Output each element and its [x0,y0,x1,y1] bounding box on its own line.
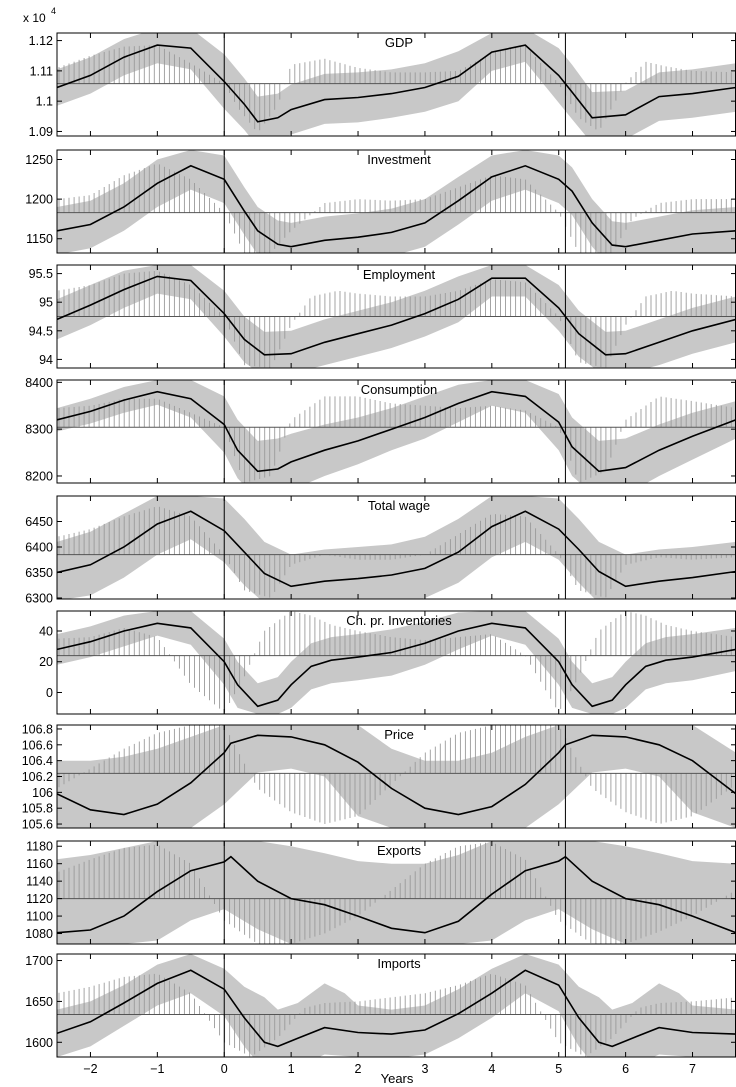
panel-title: Total wage [368,498,430,513]
x-axis-label: Years [381,1071,414,1086]
y-tick-label: 1650 [25,995,53,1009]
y-tick-label: 6400 [25,540,53,554]
panel-title: Consumption [361,382,438,397]
panel-5: 0 20 40 Ch. pr. Inventories [39,610,736,715]
series-line [57,622,736,708]
y-tick-label: 8200 [25,469,53,483]
y-tick-label: 1140 [26,875,53,889]
y-tick-label: 106.8 [22,722,53,736]
confidence-band [57,611,736,714]
y-tick-label: 106.4 [22,754,53,768]
y-tick-label: 1100 [26,910,53,924]
axis-multiplier: x 10 [23,11,46,25]
panel-title: Employment [363,267,436,282]
x-tick-label: 7 [689,1062,696,1076]
panel-1: 1150 1200 1250 Investment [25,149,736,254]
x-tick-label: −1 [150,1062,164,1076]
confidence-band [57,954,736,1057]
panel-3: 8200 8300 8400 Consumption [25,376,736,484]
y-tick-label: 95.5 [29,267,53,281]
x-tick-label: 6 [622,1062,629,1076]
y-tick-label: 1160 [26,857,53,871]
y-tick-label: 1.09 [29,125,53,139]
panel-2: 94 94.5 95 95.5 Employment [29,264,736,369]
confidence-band [57,841,736,944]
x-tick-label: 2 [355,1062,362,1076]
x-tick-label: 3 [421,1062,428,1076]
y-tick-label: 6450 [25,515,53,529]
y-tick-label: 1250 [25,153,53,167]
panel-title: Exports [377,843,422,858]
series-line [57,275,736,356]
y-tick-label: 1.11 [30,64,53,78]
series-line [57,510,736,588]
y-tick-label: 1080 [25,927,53,941]
panel-8: 1600 1650 1700 Imports −2 −1 0 1 2 3 4 5 6 7 [25,953,736,1076]
x-tick-label: 0 [221,1062,228,1076]
y-tick-label: 1200 [25,193,53,207]
y-tick-label: 1.1 [36,95,53,109]
y-tick-label: 6350 [25,566,53,580]
series-line [57,44,736,123]
panel-0: 1.09 1.1 1.11 1.12 GDP x 10 4 [23,6,736,139]
y-tick-label: 106.2 [22,770,53,784]
panel-content [57,841,736,944]
y-tick-label: 0 [46,686,53,700]
axis-multiplier-exponent: 4 [51,6,56,16]
x-tick-label: −2 [83,1062,97,1076]
y-tick-label: 95 [39,296,53,310]
y-tick-label: 1120 [26,892,53,906]
y-tick-label: 1700 [25,954,53,968]
panel-title: Ch. pr. Inventories [346,613,452,628]
panel-content [57,33,736,136]
panel-content [57,150,736,253]
y-tick-label: 20 [39,655,53,669]
y-tick-label: 1.12 [29,34,53,48]
y-tick-label: 1180 [26,840,53,854]
x-tick-label: 4 [488,1062,495,1076]
confidence-band [57,496,736,599]
confidence-band [57,380,736,483]
panel-4: 6300 6350 6400 6450 Total wage [25,495,736,605]
y-tick-label: 106.6 [22,738,53,752]
y-tick-label: 6300 [25,591,53,605]
panel-content [57,496,736,599]
panel-content [57,611,736,714]
panel-content [57,265,736,368]
x-tick-label: 5 [555,1062,562,1076]
x-tick-label: 1 [288,1062,295,1076]
panel-content [57,954,736,1057]
confidence-band [57,725,736,828]
y-tick-label: 105.8 [22,802,53,816]
series-line [57,734,736,816]
panel-title: Imports [377,956,421,971]
y-tick-label: 40 [39,624,53,638]
confidence-band [57,150,736,253]
panel-content [57,380,736,483]
panel-title: Investment [367,152,431,167]
series-line [57,855,736,934]
y-tick-label: 8300 [25,423,53,437]
confidence-band [57,33,736,136]
y-tick-label: 105.6 [22,818,53,832]
series-line [57,390,736,473]
y-tick-label: 106 [32,786,53,800]
series-line [57,164,736,248]
panel-7: 1080 1100 1120 1140 1160 1180 Exports [25,840,736,945]
panel-6: 105.6 105.8 106 106.2 106.4 106.6 106.8 Price [22,722,736,832]
panel-title: GDP [385,35,413,50]
y-tick-label: 1600 [25,1036,53,1050]
y-tick-label: 8400 [25,376,53,390]
panel-content [57,725,736,828]
y-tick-label: 1150 [26,232,53,246]
y-tick-label: 94 [39,353,53,367]
panel-title: Price [384,727,414,742]
y-tick-label: 94.5 [29,324,53,338]
series-line [57,969,736,1048]
